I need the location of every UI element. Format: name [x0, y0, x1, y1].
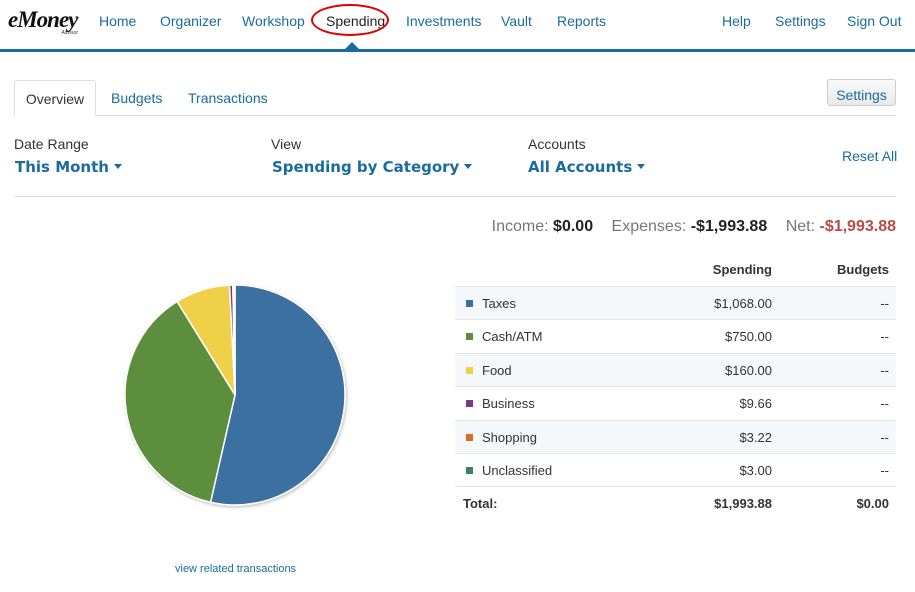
income-label: Income: [491, 218, 549, 235]
category-color-swatch [466, 400, 473, 408]
top-nav: eMoney Advisor Home Organizer Workshop S… [0, 0, 915, 52]
category-spending: $3.00 [739, 462, 772, 478]
table-row[interactable]: Cash/ATM $750.00 -- [455, 319, 896, 352]
spending-column-header: Spending [712, 262, 772, 277]
expenses-value: -$1,993.88 [690, 218, 768, 235]
category-name: Cash/ATM [482, 329, 543, 345]
active-nav-indicator [344, 42, 360, 50]
settings-button[interactable]: Settings [827, 79, 896, 106]
accounts-value: All Accounts [528, 158, 633, 176]
chevron-down-icon [464, 163, 473, 169]
category-spending: $160.00 [725, 362, 772, 378]
category-budget: -- [880, 362, 889, 378]
table-row[interactable]: Taxes $1,068.00 -- [455, 286, 896, 320]
pie-slice-taxes[interactable] [209, 284, 346, 506]
table-row[interactable]: Unclassified $3.00 -- [455, 452, 896, 486]
category-color-swatch [466, 366, 473, 374]
filters-divider [14, 196, 896, 197]
category-budget: -- [880, 296, 889, 311]
nav-vault[interactable]: Vault [501, 13, 532, 29]
category-spending: $750.00 [725, 329, 772, 345]
total-row: Total: $1,993.88 $0.00 [455, 486, 896, 518]
nav-sign-out[interactable]: Sign Out [847, 13, 902, 29]
category-budget: -- [880, 429, 889, 445]
pie-slice-unclassified[interactable] [233, 284, 236, 396]
reset-all-link[interactable]: Reset All [842, 148, 898, 164]
emoney-logo[interactable]: eMoney Advisor [8, 7, 82, 37]
highlight-circle [311, 4, 389, 36]
category-budget: -- [880, 462, 889, 478]
category-budget: -- [880, 329, 889, 345]
nav-organizer[interactable]: Organizer [160, 13, 222, 29]
category-color-swatch [466, 433, 473, 441]
spending-table: Spending Budgets Taxes $1,068.00 -- Cash/AT… [455, 253, 896, 518]
category-name: Unclassified [482, 462, 553, 478]
view-value: Spending by Category [272, 158, 460, 176]
tab-transactions[interactable]: Transactions [188, 90, 268, 106]
logo-subtitle: Advisor [61, 30, 78, 36]
total-budget: $0.00 [856, 496, 889, 512]
table-row[interactable]: Business $9.66 -- [455, 386, 896, 419]
nav-workshop[interactable]: Workshop [242, 13, 305, 29]
nav-reports[interactable]: Reports [557, 13, 607, 29]
category-name: Taxes [482, 296, 516, 311]
net-value: -$1,993.88 [819, 218, 896, 235]
nav-investments[interactable]: Investments [406, 13, 482, 29]
tab-overview[interactable]: Overview [14, 80, 96, 116]
spending-pie-chart[interactable] [118, 278, 352, 512]
total-spending: $1,993.88 [714, 496, 772, 512]
income-value: $0.00 [553, 218, 594, 235]
category-spending: $1,068.00 [714, 296, 772, 311]
expenses-label: Expenses: [611, 218, 687, 235]
category-color-swatch [466, 466, 473, 474]
chevron-down-icon [637, 163, 646, 169]
category-budget: -- [880, 396, 889, 412]
total-label: Total: [463, 496, 498, 512]
chevron-down-icon [113, 163, 122, 169]
date-range-value: This Month [15, 158, 109, 176]
table-row[interactable]: Food $160.00 -- [455, 352, 896, 387]
logo-wordmark: eMoney [8, 7, 78, 32]
tabs-divider [14, 115, 896, 116]
view-dropdown[interactable]: Spending by Category [272, 158, 473, 176]
accounts-label: Accounts [528, 136, 586, 152]
net-label: Net: [785, 218, 816, 235]
category-color-swatch [466, 333, 473, 341]
tab-budgets[interactable]: Budgets [111, 90, 163, 106]
category-name: Business [482, 396, 535, 412]
nav-settings[interactable]: Settings [775, 13, 826, 29]
category-spending: $3.22 [739, 429, 772, 445]
budgets-column-header: Budgets [837, 262, 889, 277]
date-range-dropdown[interactable]: This Month [15, 158, 122, 176]
view-related-transactions-link[interactable]: view related transactions [175, 563, 297, 575]
table-header: Spending Budgets [455, 253, 896, 286]
category-spending: $9.66 [739, 396, 772, 412]
accounts-dropdown[interactable]: All Accounts [528, 158, 646, 176]
table-row[interactable]: Shopping $3.22 -- [455, 419, 896, 453]
date-range-label: Date Range [14, 136, 89, 152]
category-color-swatch [466, 300, 473, 307]
view-label: View [271, 136, 302, 152]
category-name: Shopping [482, 429, 537, 445]
totals-summary: Income: $0.00 Expenses: -$1,993.88 Net: … [492, 218, 896, 236]
nav-home[interactable]: Home [99, 13, 137, 29]
category-name: Food [482, 362, 512, 378]
nav-help[interactable]: Help [722, 13, 751, 29]
